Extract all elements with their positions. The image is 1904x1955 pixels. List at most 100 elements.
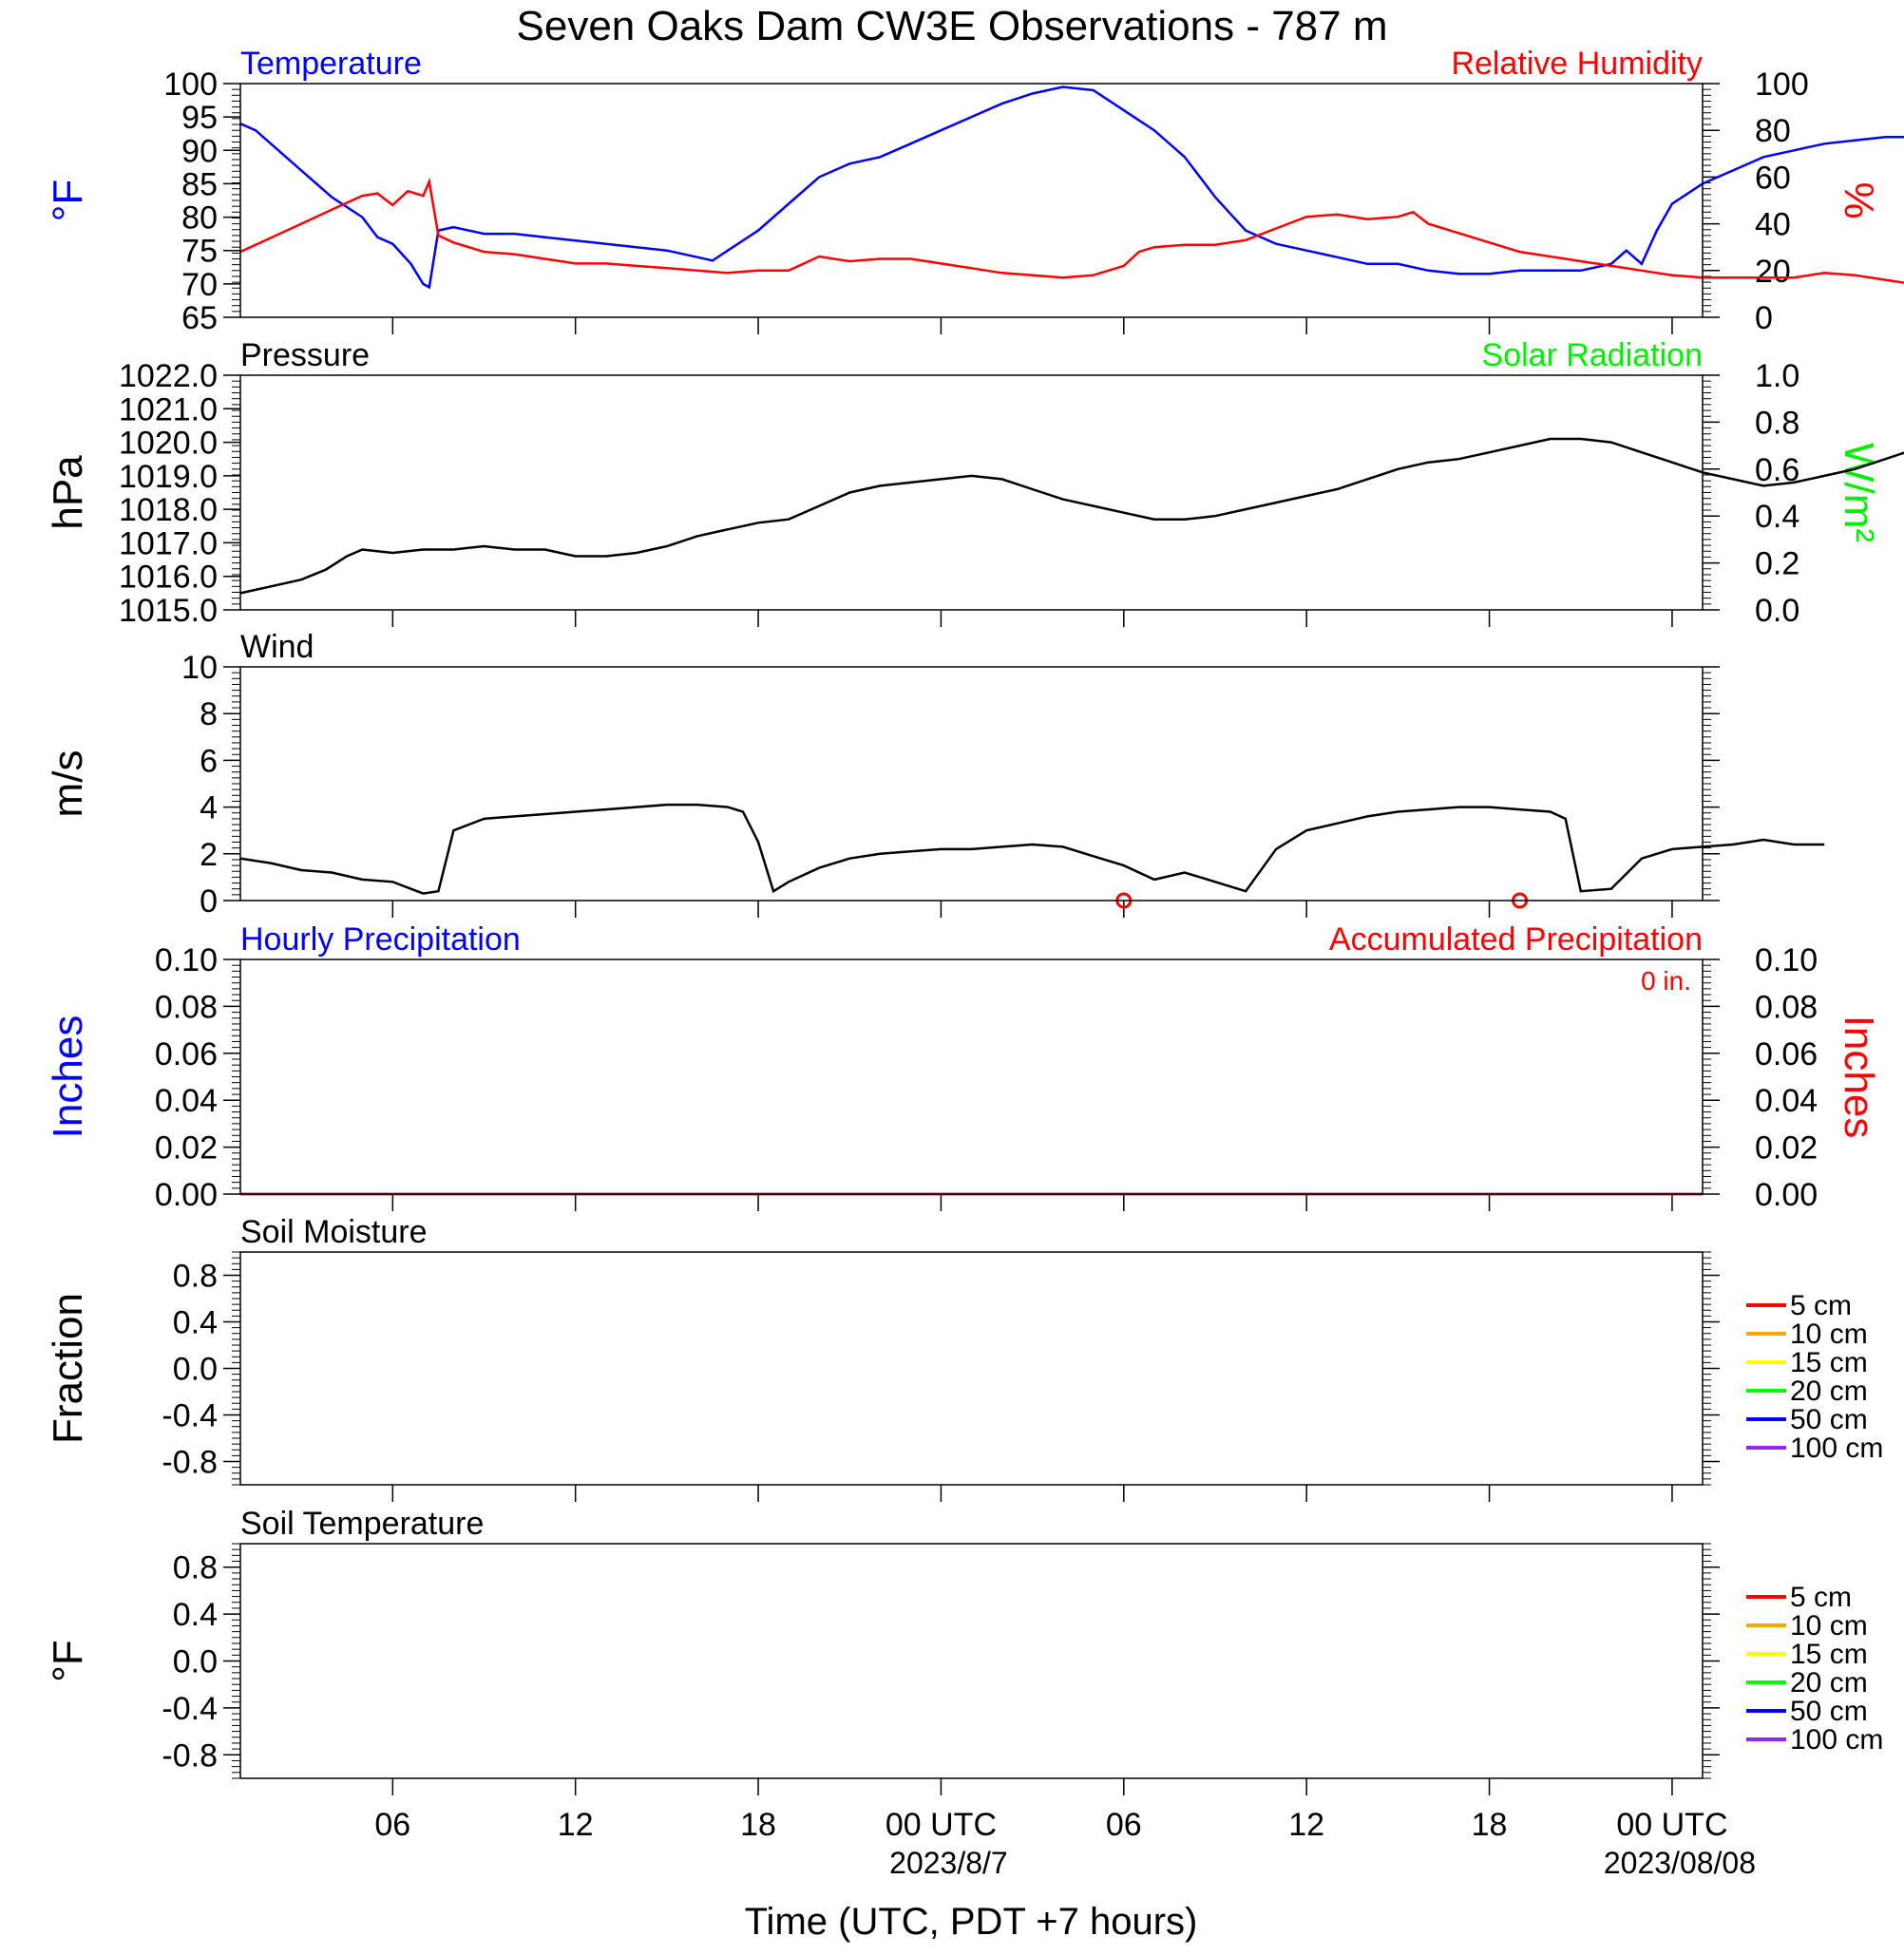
x-tick-label: 18 — [740, 1807, 776, 1843]
y-tick-label-right: 0.8 — [1755, 405, 1799, 441]
y-tick-label-right: 0.10 — [1755, 942, 1818, 978]
panel-frame — [239, 666, 1704, 902]
figure-title: Seven Oaks Dam CW3E Observations - 787 m — [517, 3, 1388, 49]
panel-temperature-humidity: 10095908580757065100806040200Temperature… — [45, 46, 1904, 336]
y-tick-label-right: 0.0 — [1755, 593, 1799, 629]
y-axis-label-right: W/m² — [1836, 443, 1882, 542]
y-tick-label-left: 0.4 — [173, 1305, 218, 1341]
panel-frame — [239, 83, 1704, 318]
series-line — [239, 437, 1904, 595]
x-tick-label: 12 — [558, 1807, 594, 1843]
y-tick-label-left: -0.4 — [162, 1691, 218, 1727]
y-tick-label-left: 1021.0 — [119, 391, 218, 427]
y-tick-label-left: 0 — [200, 883, 218, 920]
y-tick-label-right: 100 — [1755, 66, 1809, 103]
panel-title-left: Pressure — [240, 337, 370, 373]
y-tick-label-left: 85 — [181, 166, 218, 202]
legend-label: 100 cm — [1790, 1724, 1883, 1756]
time-axis-label: Time (UTC, PDT +7 hours) — [745, 1901, 1198, 1943]
series-line — [239, 85, 1904, 290]
legend-label: 20 cm — [1790, 1667, 1868, 1699]
y-tick-label-left: 70 — [181, 267, 218, 303]
x-tick-label: 00 UTC — [1616, 1807, 1727, 1843]
y-tick-label-left: 8 — [200, 696, 218, 732]
y-axis-label-left: °F — [45, 1640, 91, 1681]
panel-frame — [239, 1543, 1704, 1779]
y-tick-label-right: 0.2 — [1755, 546, 1799, 582]
x-tick-label: 12 — [1288, 1807, 1324, 1843]
y-tick-label-right: 0.08 — [1755, 989, 1818, 1025]
y-tick-label-right: 0 — [1755, 300, 1773, 336]
y-tick-label-left: 1018.0 — [119, 492, 218, 528]
y-tick-label-left: 80 — [181, 200, 218, 237]
y-tick-label-right: 0.4 — [1755, 499, 1799, 535]
legend-label: 50 cm — [1790, 1696, 1868, 1727]
panel-frame — [239, 959, 1704, 1195]
series-line — [239, 803, 1825, 895]
x-tick-date-label: 2023/8/7 — [889, 1846, 1008, 1880]
legend-label: 20 cm — [1790, 1376, 1868, 1407]
y-tick-label-left: 75 — [181, 234, 218, 270]
series-line — [239, 177, 1904, 284]
panel-soil-moisture: 0.8 0.4 0.0 -0.4 -0.8 Soil Moisture Fraction 5 … — [45, 1214, 1883, 1502]
y-tick-label-right: 0.02 — [1755, 1130, 1818, 1167]
x-tick-label: 06 — [374, 1807, 410, 1843]
panel-precipitation: 0.10 0.08 0.06 0.04 0.02 0.00 0.10 0.08 0.06 0.04… — [45, 921, 1882, 1213]
legend-label: 10 cm — [1790, 1319, 1868, 1350]
panel-title-right: Relative Humidity — [1451, 46, 1703, 82]
y-tick-label-left: 0.04 — [155, 1083, 218, 1119]
y-axis-label-left: Fraction — [45, 1293, 91, 1444]
y-tick-label-left: 6 — [200, 743, 218, 779]
y-axis-label-left: m/s — [45, 750, 91, 818]
panel-title-left: Temperature — [240, 46, 422, 82]
y-tick-label-left: 1016.0 — [119, 560, 218, 596]
y-tick-label-left: 0.08 — [155, 989, 218, 1025]
legend-label: 5 cm — [1790, 1290, 1852, 1321]
y-tick-label-left: 1022.0 — [119, 358, 218, 394]
panels: 10095908580757065100806040200Temperature… — [45, 46, 1904, 1880]
y-tick-label-right: 0.00 — [1755, 1177, 1818, 1213]
x-tick-date-label: 2023/08/08 — [1604, 1846, 1756, 1880]
y-tick-label-left: 0.06 — [155, 1036, 218, 1072]
y-tick-label-right: 0.06 — [1755, 1036, 1818, 1072]
y-tick-label-left: 0.8 — [173, 1259, 218, 1295]
panel-frame — [239, 374, 1704, 611]
legend-label: 50 cm — [1790, 1404, 1868, 1435]
y-tick-label-left: 0.00 — [155, 1177, 218, 1213]
y-tick-label-left: 1020.0 — [119, 426, 218, 462]
y-tick-label-left: -0.4 — [162, 1398, 218, 1434]
panel-title-left: Soil Moisture — [240, 1214, 428, 1250]
y-tick-label-left: 1019.0 — [119, 459, 218, 495]
y-tick-label-left: 100 — [163, 66, 218, 103]
panel-title-left: Wind — [240, 629, 314, 665]
panel-title-left: Soil Temperature — [240, 1506, 484, 1542]
y-tick-label-right: 60 — [1755, 160, 1791, 196]
legend-label: 100 cm — [1790, 1433, 1883, 1464]
y-axis-label-left: °F — [45, 180, 91, 221]
panel-frame — [239, 1251, 1704, 1486]
legend-label: 15 cm — [1790, 1639, 1868, 1670]
y-tick-label-left: 0.02 — [155, 1130, 218, 1167]
legend-label: 15 cm — [1790, 1347, 1868, 1378]
panel-pressure-solar: 1022.01021.01020.01019.01018.01017.01016… — [45, 337, 1904, 629]
legend-label: 5 cm — [1790, 1582, 1852, 1613]
y-tick-label-left: 1015.0 — [119, 593, 218, 629]
panel-wind: 10 8 6 4 2 0 Wind m/s — [45, 629, 1825, 920]
panel-title-left: Hourly Precipitation — [240, 921, 521, 958]
y-tick-label-left: 0.4 — [173, 1597, 218, 1633]
y-tick-label-right: 20 — [1755, 254, 1791, 290]
panel-title-right: Solar Radiation — [1482, 337, 1703, 373]
y-tick-label-left: 4 — [200, 790, 218, 826]
y-tick-label-right: 40 — [1755, 207, 1791, 243]
y-tick-label-left: 10 — [181, 650, 218, 686]
legend-label: 10 cm — [1790, 1610, 1868, 1642]
y-tick-label-left: 0.8 — [173, 1550, 218, 1586]
y-tick-label-left: 0.10 — [155, 942, 218, 978]
y-tick-label-left: 65 — [181, 300, 218, 336]
y-axis-label-left: Inches — [45, 1015, 91, 1139]
total-precip-label: 0 in. — [1641, 966, 1691, 996]
y-tick-label-left: 1017.0 — [119, 525, 218, 561]
